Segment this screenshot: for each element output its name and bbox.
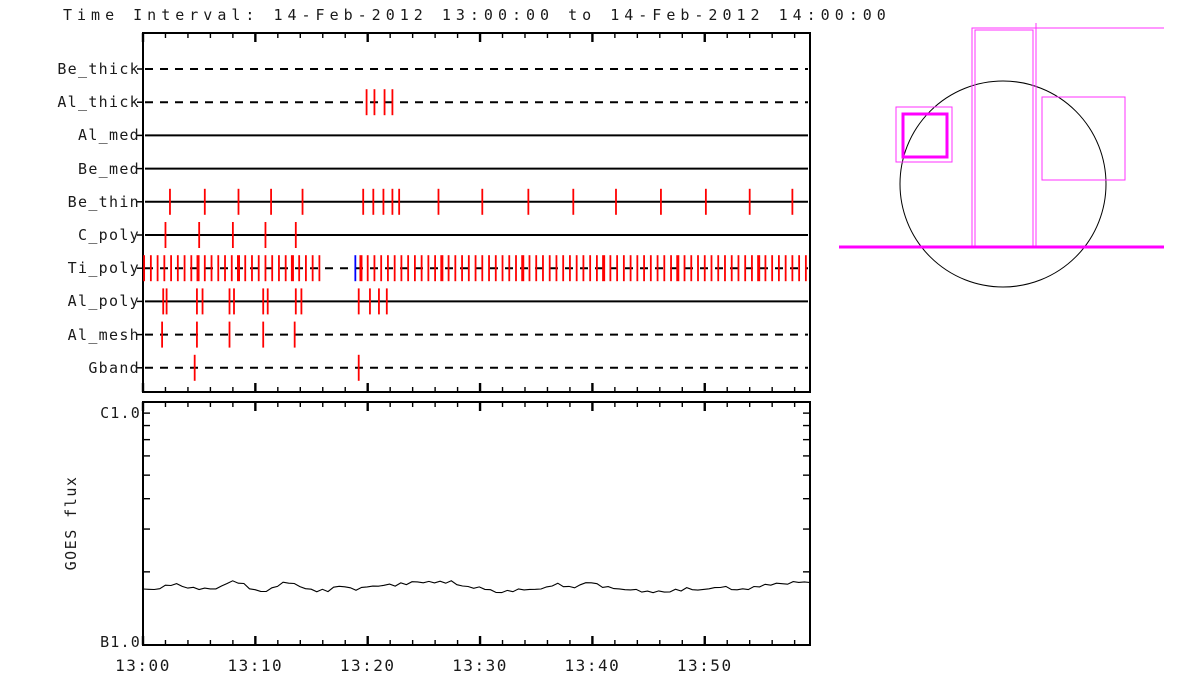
page-title: Time Interval: 14-Feb-2012 13:00:00 to 1… <box>63 6 891 24</box>
x-tick-label-13:00: 13:00 <box>115 656 171 675</box>
row-label-Be_thick: Be_thick <box>57 60 140 78</box>
row-label-Al_thick: Al_thick <box>57 93 140 112</box>
goes-panel-frame <box>142 401 811 646</box>
goes-ytick-top: C1.0 <box>100 404 141 422</box>
row-label-Gband: Gband <box>88 358 140 377</box>
goes-y-axis-label: GOES flux <box>62 475 80 571</box>
x-tick-label-13:20: 13:20 <box>339 656 396 675</box>
fov-box-2 <box>1041 96 1126 181</box>
row-label-Ti_poly: Ti_poly <box>67 259 140 278</box>
x-tick-label-13:40: 13:40 <box>564 656 621 675</box>
goes-trace <box>142 580 811 594</box>
row-label-Al_poly: Al_poly <box>67 292 140 311</box>
goes-ytick-bottom: B1.0 <box>100 633 141 651</box>
timeline-panel-frame <box>142 32 811 393</box>
row-label-C_poly: C_poly <box>78 226 140 244</box>
fov-box-0 <box>971 27 1037 249</box>
fov-box-1 <box>974 29 1034 247</box>
x-tick-label-13:10: 13:10 <box>227 656 284 675</box>
fov-box-3 <box>895 106 953 163</box>
row-label-Be_med: Be_med <box>78 159 140 178</box>
row-label-Be_thin: Be_thin <box>67 192 140 211</box>
x-tick-label-13:50: 13:50 <box>676 656 733 675</box>
row-label-Al_mesh: Al_mesh <box>67 325 140 344</box>
x-tick-label-13:30: 13:30 <box>452 656 508 675</box>
fov-box-4 <box>901 112 949 159</box>
sun-disk-circle <box>899 80 1107 288</box>
row-label-Al_med: Al_med <box>78 126 140 145</box>
